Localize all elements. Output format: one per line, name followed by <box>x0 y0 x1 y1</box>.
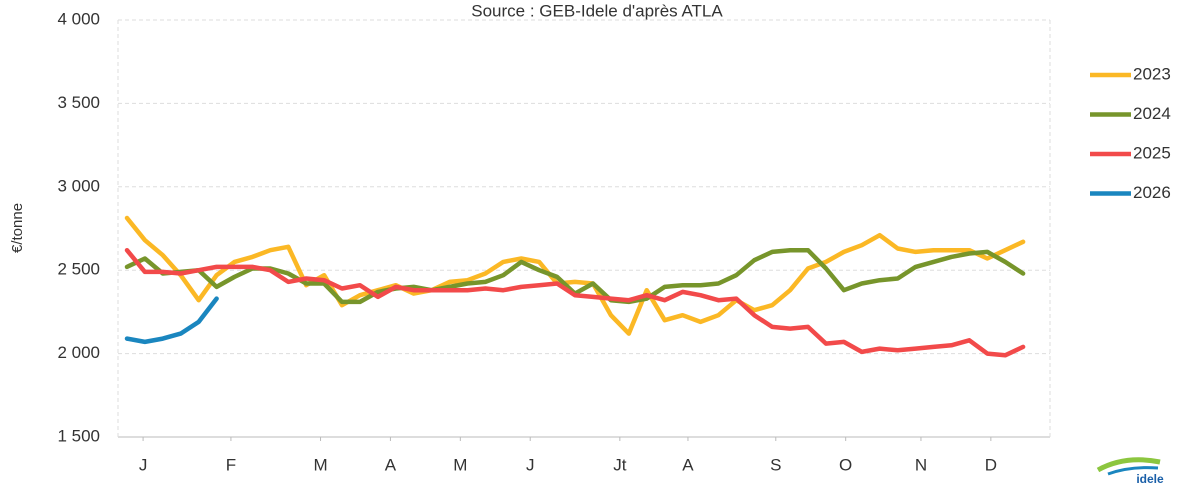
y-tick-label: 3 000 <box>57 176 100 195</box>
x-tick-label: S <box>770 455 781 474</box>
logo: idele <box>1096 457 1164 486</box>
x-tick-label: A <box>385 455 397 474</box>
logo-text: idele <box>1136 472 1164 486</box>
legend-label: 2025 <box>1133 143 1171 162</box>
y-tick-label: 4 000 <box>57 9 100 28</box>
x-tick-label: M <box>453 455 467 474</box>
x-tick-label: O <box>839 455 852 474</box>
x-tick-label: J <box>139 455 148 474</box>
series-line <box>124 215 1026 336</box>
series-line <box>124 296 219 345</box>
x-tick-label: Jt <box>613 455 627 474</box>
y-tick-label: 2 000 <box>57 343 100 362</box>
y-tick-label: 1 500 <box>57 426 100 445</box>
legend-label: 2024 <box>1133 104 1171 123</box>
logo-swoosh <box>1096 457 1161 473</box>
x-tick-label: F <box>226 455 236 474</box>
y-tick-label: 3 500 <box>57 93 100 112</box>
y-axis-label: €/tonne <box>9 203 26 253</box>
x-tick-label: D <box>985 455 997 474</box>
series-line <box>124 247 1026 358</box>
legend-label: 2023 <box>1133 64 1171 83</box>
x-tick-label: M <box>313 455 327 474</box>
x-tick-label: A <box>682 455 694 474</box>
x-tick-label: J <box>526 455 535 474</box>
y-tick-label: 2 500 <box>57 260 100 279</box>
legend-label: 2026 <box>1133 183 1171 202</box>
logo-swoosh <box>1107 466 1159 476</box>
x-tick-label: N <box>915 455 927 474</box>
chart-title: Source : GEB-Idele d'après ATLA <box>471 1 723 20</box>
